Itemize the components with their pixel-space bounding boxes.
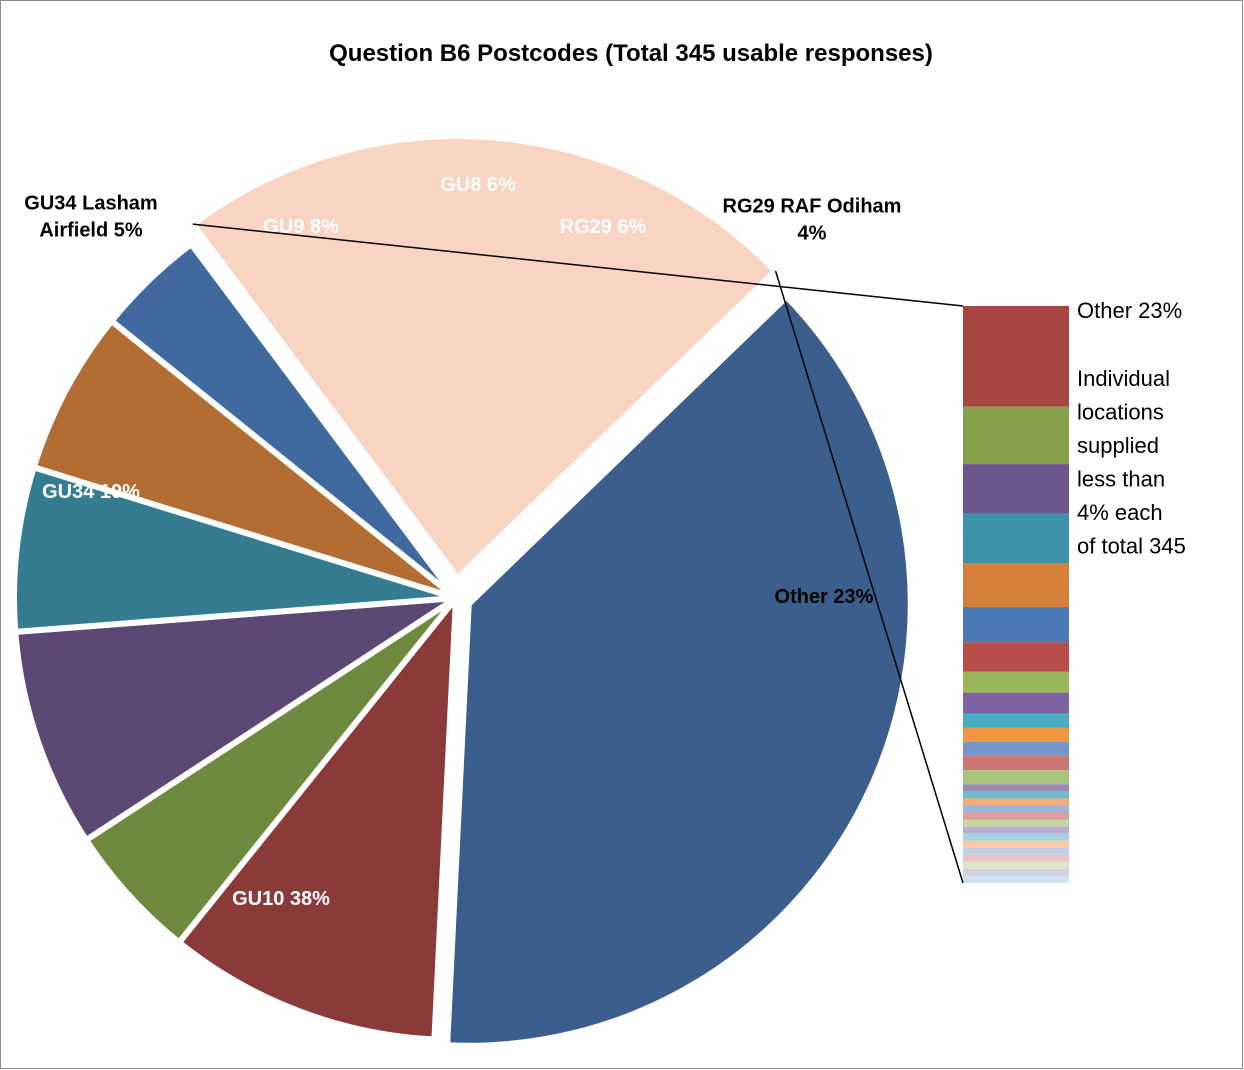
breakout-connector-lines	[192, 223, 964, 884]
breakout-label: Other 23%	[1077, 298, 1182, 323]
pie-slices	[11, 133, 914, 1049]
chart-title: Question B6 Postcodes (Total 345 usable …	[329, 40, 933, 67]
pie-slice-gu34	[176, 595, 459, 1043]
slice-label-gu9: GU9 8%	[263, 216, 339, 238]
breakout-segment	[963, 306, 1069, 407]
breakout-segment	[963, 861, 1069, 869]
breakout-segment	[963, 756, 1069, 771]
slice-label-other: Other 23%	[775, 586, 874, 608]
breakout-segment	[963, 742, 1069, 757]
breakout-segment	[963, 826, 1069, 834]
pie-slice-rg29-raf-odiham	[108, 241, 459, 601]
breakout-segment	[963, 563, 1069, 608]
pie-slice-other	[189, 133, 779, 582]
breakout-segment	[963, 812, 1069, 820]
slice-label-rg29: RG29 6%	[560, 216, 647, 238]
breakout-segment	[963, 798, 1069, 806]
breakout-segment	[963, 464, 1069, 514]
slice-label-gu10: GU10 38%	[232, 888, 330, 910]
breakout-segment	[963, 868, 1069, 876]
breakout-segment	[963, 607, 1069, 643]
slice-label-gu8: GU8 6%	[440, 174, 516, 196]
breakout-segment	[963, 875, 1069, 883]
pie-slice-gu8	[11, 464, 459, 635]
breakout-segment	[963, 727, 1069, 743]
connector-line-bottom	[774, 270, 964, 884]
other-breakout-bar	[963, 306, 1069, 883]
breakout-segment	[963, 854, 1069, 862]
pie-slice-gu10	[444, 293, 914, 1049]
pie-slice-gu9	[12, 595, 459, 844]
slice-labels: GU10 38% GU34 10% GU34 Lasham Airfield 5% GU…	[24, 174, 901, 910]
breakout-segment	[963, 805, 1069, 813]
pie-slice-rg29	[30, 318, 459, 601]
breakout-segment	[963, 833, 1069, 841]
slice-label-rg29-raf-odiham: RG29 RAF Odiham 4%	[723, 196, 902, 245]
slice-label-gu34: GU34 10%	[42, 481, 140, 503]
breakout-note-text: Individual locations supplied less than 4% e…	[1077, 366, 1186, 559]
breakout-segment	[963, 713, 1069, 728]
breakout-segment	[963, 692, 1069, 714]
slice-label-gu34-lasham-airfield: GU34 Lasham Airfield 5%	[24, 193, 157, 242]
breakout-note: Other 23% Individual locations supplied les…	[1077, 298, 1186, 559]
breakout-segment	[963, 671, 1069, 693]
breakout-segment	[963, 406, 1069, 465]
breakout-segment	[963, 840, 1069, 848]
breakout-segment	[963, 784, 1069, 792]
breakout-segment	[963, 847, 1069, 855]
breakout-segment	[963, 819, 1069, 827]
breakout-segment	[963, 642, 1069, 672]
breakout-segment	[963, 513, 1069, 564]
breakout-segment	[963, 770, 1069, 785]
breakout-segment	[963, 791, 1069, 799]
connector-line-top	[192, 223, 964, 307]
